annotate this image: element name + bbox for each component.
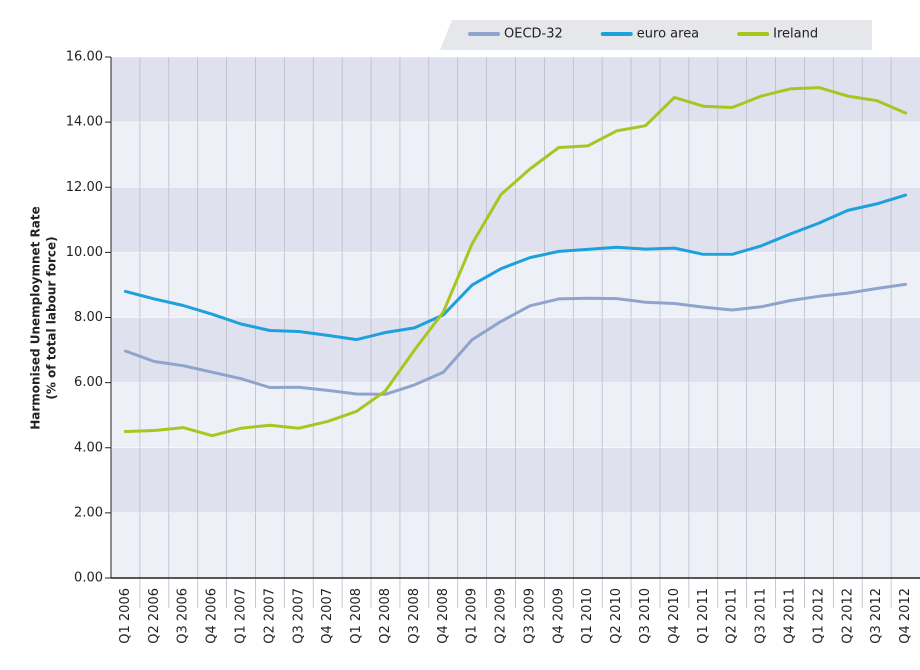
x-tick-label: Q1 2007 bbox=[234, 588, 249, 644]
y-tick-label: 10.00 bbox=[66, 245, 103, 260]
x-tick-label: Q1 2008 bbox=[349, 588, 364, 644]
y-tick-label: 4.00 bbox=[74, 440, 103, 455]
x-tick-label: Q4 2009 bbox=[551, 588, 566, 644]
x-tick-label: Q3 2012 bbox=[869, 588, 884, 644]
legend-label: OECD-32 bbox=[504, 27, 563, 42]
legend-box bbox=[440, 20, 872, 50]
y-axis-label: Harmonised Unemploymnet Rate bbox=[29, 206, 43, 430]
y-tick-label: 0.00 bbox=[74, 571, 103, 586]
x-tick-label: Q3 2007 bbox=[291, 588, 306, 644]
y-tick-label: 16.00 bbox=[66, 50, 103, 65]
x-tick-label: Q1 2006 bbox=[118, 588, 133, 644]
x-tick-label: Q1 2010 bbox=[580, 588, 595, 644]
x-tick-label: Q2 2008 bbox=[378, 588, 393, 644]
x-tick-label: Q1 2009 bbox=[465, 588, 480, 644]
x-tick-label: Q4 2008 bbox=[436, 588, 451, 644]
y-axis-label: (% of total labour force) bbox=[45, 236, 59, 399]
x-tick-label: Q3 2010 bbox=[638, 588, 653, 644]
x-tick-label: Q2 2007 bbox=[262, 588, 277, 644]
legend-label: Ireland bbox=[773, 27, 818, 42]
x-tick-label: Q4 2012 bbox=[898, 588, 913, 644]
x-tick-label: Q3 2009 bbox=[522, 588, 537, 644]
legend: OECD-32 euro area Ireland bbox=[440, 20, 872, 50]
y-tick-label: 2.00 bbox=[74, 505, 103, 520]
x-tick-label: Q4 2007 bbox=[320, 588, 335, 644]
x-tick-label: Q2 2006 bbox=[147, 588, 162, 644]
x-tick-label: Q4 2006 bbox=[205, 588, 220, 644]
x-tick-label: Q3 2011 bbox=[754, 588, 769, 644]
x-tick-label: Q2 2011 bbox=[725, 588, 740, 644]
y-tick-label: 6.00 bbox=[74, 375, 103, 390]
y-tick-label: 14.00 bbox=[66, 115, 103, 130]
y-tick-label: 8.00 bbox=[74, 310, 103, 325]
series-line bbox=[123, 86, 908, 438]
x-tick-label: Q3 2008 bbox=[407, 588, 422, 644]
x-tick-label: Q2 2010 bbox=[609, 588, 624, 644]
series-line bbox=[123, 193, 908, 342]
x-tick-label: Q2 2012 bbox=[840, 588, 855, 644]
x-tick-label: Q2 2009 bbox=[494, 588, 509, 644]
y-tick-label: 12.00 bbox=[66, 180, 103, 195]
x-tick-label: Q3 2006 bbox=[176, 588, 191, 644]
x-tick-label: Q4 2010 bbox=[667, 588, 682, 644]
x-tick-label: Q4 2011 bbox=[782, 588, 797, 644]
series-line bbox=[123, 282, 908, 396]
x-tick-label: Q1 2011 bbox=[696, 588, 711, 644]
x-tick-label: Q1 2012 bbox=[811, 588, 826, 644]
legend-label: euro area bbox=[637, 27, 699, 42]
